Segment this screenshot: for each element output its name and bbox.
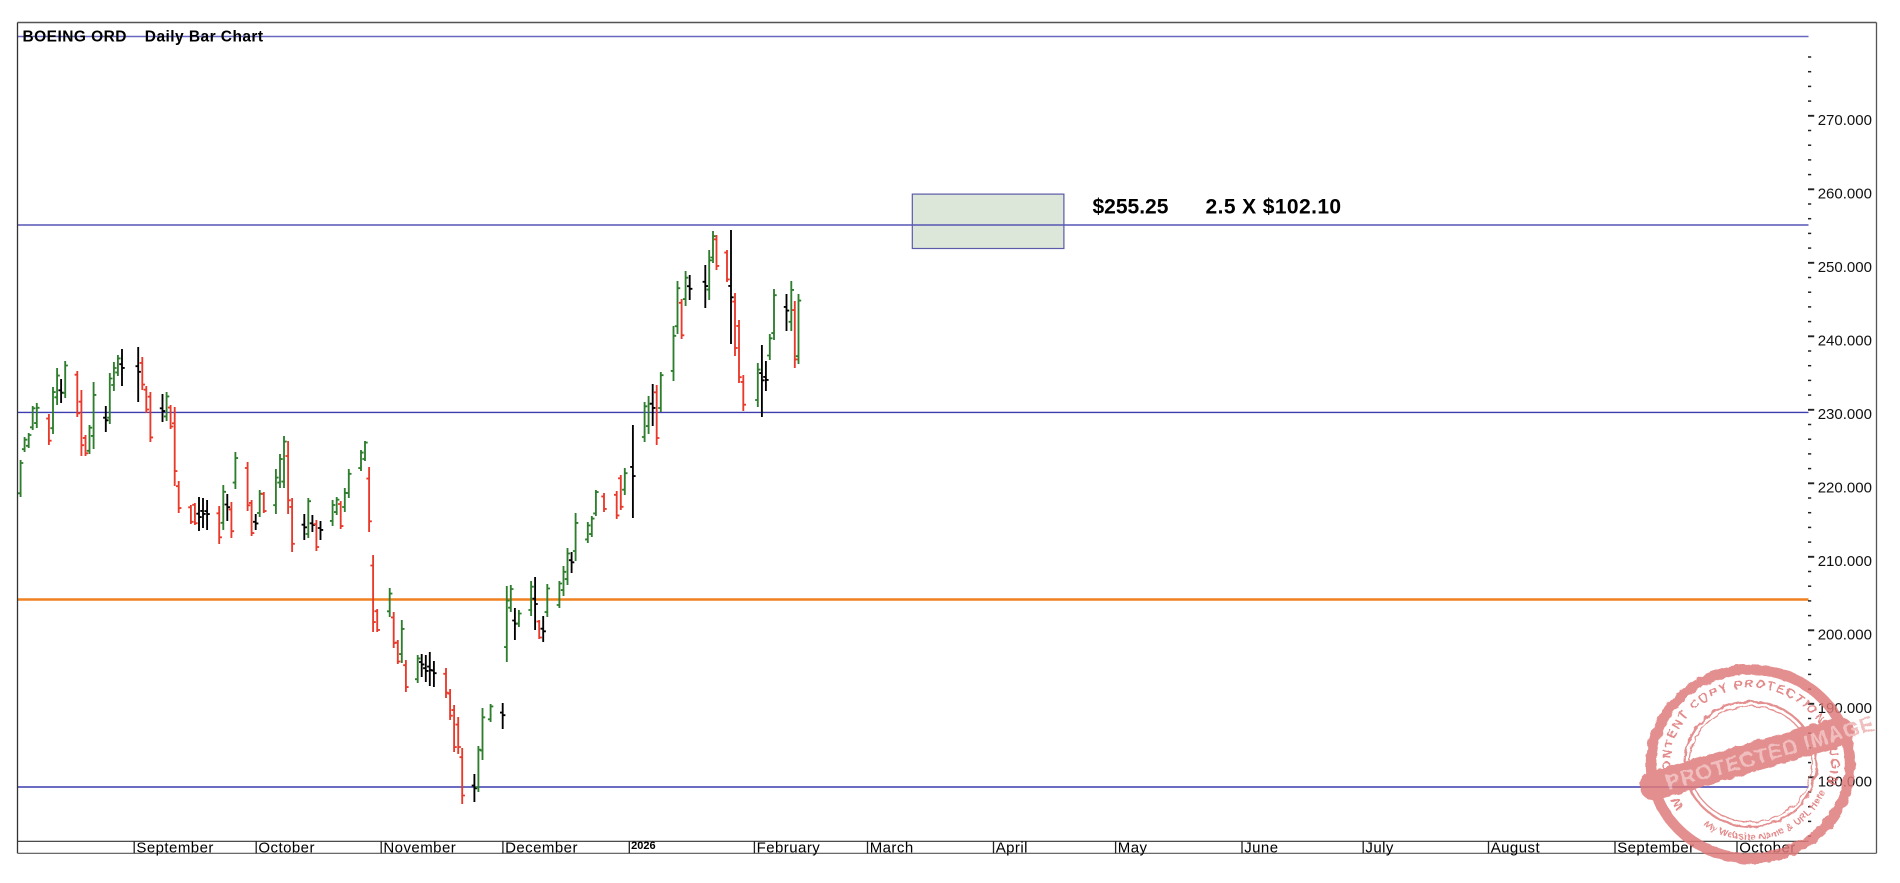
svg-text:October: October bbox=[258, 840, 315, 857]
svg-text:2026: 2026 bbox=[631, 840, 655, 852]
svg-text:230.000: 230.000 bbox=[1818, 406, 1872, 423]
svg-text:November: November bbox=[383, 840, 456, 857]
svg-text:200.000: 200.000 bbox=[1818, 627, 1872, 644]
svg-text:220.000: 220.000 bbox=[1818, 480, 1872, 497]
svg-text:June: June bbox=[1244, 840, 1278, 857]
svg-text:April: April bbox=[996, 840, 1028, 857]
svg-text:May: May bbox=[1118, 840, 1148, 857]
svg-text:September: September bbox=[1617, 840, 1694, 857]
svg-text:December: December bbox=[505, 840, 578, 857]
svg-text:260.000: 260.000 bbox=[1818, 186, 1872, 203]
svg-text:BOEING ORD: BOEING ORD bbox=[23, 29, 127, 46]
svg-text:July: July bbox=[1365, 840, 1394, 857]
svg-text:250.000: 250.000 bbox=[1818, 259, 1872, 276]
svg-text:Daily Bar Chart: Daily Bar Chart bbox=[145, 29, 264, 46]
svg-text:$255.25: $255.25 bbox=[1093, 196, 1169, 219]
svg-text:270.000: 270.000 bbox=[1818, 112, 1872, 129]
svg-text:August: August bbox=[1491, 840, 1541, 857]
svg-text:240.000: 240.000 bbox=[1818, 333, 1872, 350]
svg-text:February: February bbox=[757, 840, 821, 857]
svg-text:2.5 X $102.10: 2.5 X $102.10 bbox=[1206, 196, 1342, 219]
svg-text:March: March bbox=[870, 840, 914, 857]
svg-text:210.000: 210.000 bbox=[1818, 553, 1872, 570]
svg-text:September: September bbox=[136, 840, 213, 857]
